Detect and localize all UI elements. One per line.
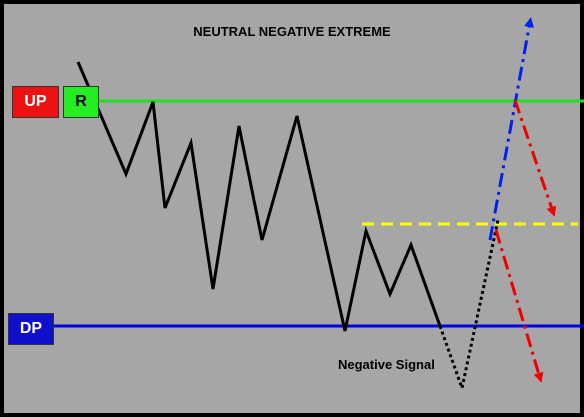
dp-label: DP	[8, 313, 54, 345]
diagram-panel	[4, 4, 580, 413]
negative-signal-label: Negative Signal	[338, 357, 435, 372]
red-down-arrow-lower	[494, 229, 544, 383]
r-label: R	[63, 86, 99, 118]
price-path	[76, 61, 442, 332]
up-label: UP	[12, 86, 59, 118]
red-down-arrow-upper	[513, 99, 557, 217]
blue-up-arrow	[488, 17, 535, 241]
price-path-projection	[438, 219, 500, 394]
diagram-title: NEUTRAL NEGATIVE EXTREME	[193, 24, 391, 39]
